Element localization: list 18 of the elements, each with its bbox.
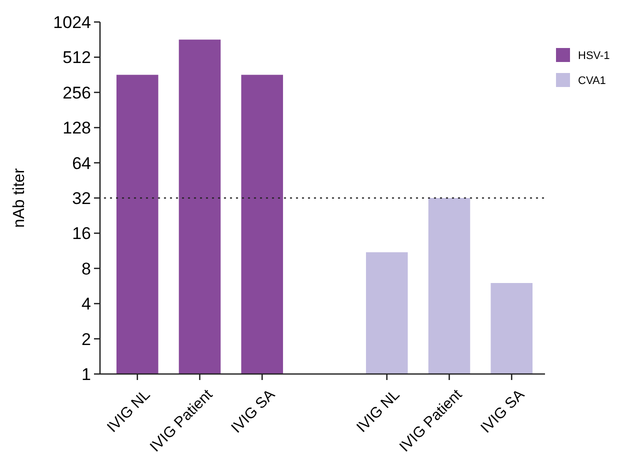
y-tick-label: 8 xyxy=(82,259,91,278)
x-tick-label: IVIG NL xyxy=(353,386,404,436)
y-tick-label: 4 xyxy=(82,294,91,314)
y-tick-label: 128 xyxy=(62,118,91,138)
y-tick-label: 16 xyxy=(72,224,91,244)
x-tick-label: IVIG SA xyxy=(478,386,528,437)
y-tick-label: 1 xyxy=(82,364,91,384)
x-tick-label: IVIG SA xyxy=(228,386,278,437)
legend-label: CVA1 xyxy=(578,74,606,87)
legend-label: HSV-1 xyxy=(578,50,610,62)
y-tick-label: 256 xyxy=(62,83,91,102)
y-tick-label: 64 xyxy=(72,154,91,173)
x-tick-label: IVIG NL xyxy=(104,386,154,436)
y-tick-label: 1024 xyxy=(53,12,91,32)
y-tick-label: 512 xyxy=(62,48,91,68)
y-tick-label: 2 xyxy=(82,330,91,349)
y-tick-label: 32 xyxy=(72,188,91,208)
y-axis-title: nAb titer xyxy=(11,168,28,228)
